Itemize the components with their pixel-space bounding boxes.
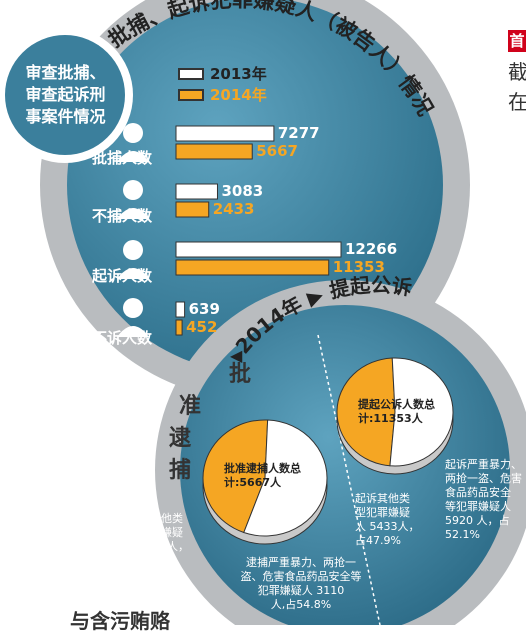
note-line: 犯罪嫌疑人 3110 <box>257 584 345 597</box>
pie-prosecution <box>336 357 454 475</box>
badge-line: 审查批捕、 <box>25 63 106 82</box>
note-line: 逮捕严重暴力、两抢一 <box>246 556 356 569</box>
pie-arrest-slice <box>202 419 269 534</box>
legend-label: 2013年 <box>210 65 267 83</box>
note-line: 食品药品安全 <box>445 486 511 499</box>
bar-value-label: 639 <box>188 300 220 318</box>
vertical-char: 批 <box>228 362 251 387</box>
bar-2014 <box>175 319 183 336</box>
note-line: 占45.2% <box>128 554 174 567</box>
badge-line: 事案件情况 <box>25 107 106 126</box>
pie-arrest-slice <box>243 419 328 537</box>
category-label: 不捕人数 <box>92 207 153 225</box>
vertical-char: 逮 <box>168 426 191 451</box>
bar-value-label: 11353 <box>332 258 385 276</box>
vertical-char: 捕 <box>168 458 191 483</box>
badge-text: 审查批捕、 审查起诉刑 事案件情况 <box>8 62 123 128</box>
legend-item-2013: 2013年 <box>178 63 267 84</box>
note-line: 占47.9% <box>355 534 401 547</box>
note-line: 两抢一盗、危害 <box>445 472 522 485</box>
bar-value-label: 12266 <box>345 240 398 258</box>
person-icon <box>117 240 149 279</box>
fragment-text: 截 <box>508 60 526 84</box>
bottom-fragment: 与含污贿赂 <box>70 609 170 633</box>
teal-disc <box>67 0 443 373</box>
bar-value-label: 452 <box>186 318 218 336</box>
pie2-center-label: 提起公诉人数总计:11353人 <box>358 398 435 425</box>
note-line: 人 5433人， <box>355 520 420 533</box>
note-line: 人,占54.8% <box>270 598 332 611</box>
note-line: 人2557人， <box>128 540 189 553</box>
vertical-label: 逮 <box>168 424 192 454</box>
bar-value-label: 2433 <box>212 200 255 218</box>
pie-charts <box>202 357 454 545</box>
note-line: 型犯罪嫌疑 <box>128 526 183 539</box>
category-label: 起诉人数 <box>92 267 153 285</box>
person-icon <box>117 180 149 219</box>
bar-value-label: 5667 <box>256 142 298 160</box>
legend-label: 2014年 <box>210 86 267 104</box>
bar-2013 <box>175 241 342 258</box>
category-label: 批捕人数 <box>92 149 153 167</box>
pie1-white-note: 逮捕严重暴力、两抢一 盗、危害食品药品安全等 犯罪嫌疑人 3110 人,占54.… <box>226 556 376 612</box>
badge-line: 审查起诉刑 <box>25 85 106 104</box>
red-tag: 首 <box>508 30 526 52</box>
note-line: 52.1% <box>445 528 480 541</box>
category-label: 不诉人数 <box>92 329 153 347</box>
bar-2013 <box>175 301 186 318</box>
left-marker-icon: ◀ <box>230 346 243 365</box>
note-line: 5920 人，占 <box>445 514 510 527</box>
note-line: 等犯罪嫌疑人 <box>445 500 511 513</box>
note-line: 盗、危害食品药品安全等 <box>240 570 362 583</box>
pie-prosecution-slice <box>336 357 396 467</box>
legend-swatch <box>178 67 204 80</box>
note-line: 起诉严重暴力、 <box>445 458 522 471</box>
vertical-label: 批 <box>228 360 252 390</box>
bar-value-label: 7277 <box>277 124 320 142</box>
legend-item-2014: 2014年 <box>178 84 267 105</box>
pie-divider <box>317 334 381 625</box>
bar-2014 <box>175 143 253 160</box>
pie1-center-label: 批准逮捕人数总计:5667人 <box>224 462 301 489</box>
bar-chart <box>175 125 342 336</box>
pie-prosecution-slice <box>389 357 454 467</box>
person-icons <box>117 123 149 337</box>
note-line: 逮捕其他类 <box>128 512 183 525</box>
badge-inner <box>5 35 125 155</box>
bar-2014 <box>175 259 330 276</box>
vertical-char: 准 <box>178 394 201 419</box>
person-icon <box>117 298 149 337</box>
bar-2013 <box>175 183 218 200</box>
bar-value-label: 3083 <box>221 182 264 200</box>
pie2-orange-note: 起诉其他类 型犯罪嫌疑 人 5433人， 占47.9% <box>355 492 420 548</box>
pie-arrest <box>202 419 328 545</box>
pie2-white-note: 起诉严重暴力、 两抢一盗、危害 食品药品安全 等犯罪嫌疑人 5920 人，占 5… <box>445 458 522 542</box>
note-line: 起诉其他类 <box>355 492 410 505</box>
bar-2013 <box>175 125 275 142</box>
fragment-text: 在 <box>508 90 526 114</box>
person-icon <box>117 123 149 162</box>
bar-2014 <box>175 201 210 218</box>
note-line: 型犯罪嫌疑 <box>355 506 410 519</box>
pie1-orange-note: 逮捕其他类 型犯罪嫌疑 人2557人， 占45.2% <box>128 512 189 568</box>
vertical-label: 捕 <box>168 456 192 486</box>
vertical-label: 准 <box>178 392 202 422</box>
legend-swatch <box>178 88 204 101</box>
